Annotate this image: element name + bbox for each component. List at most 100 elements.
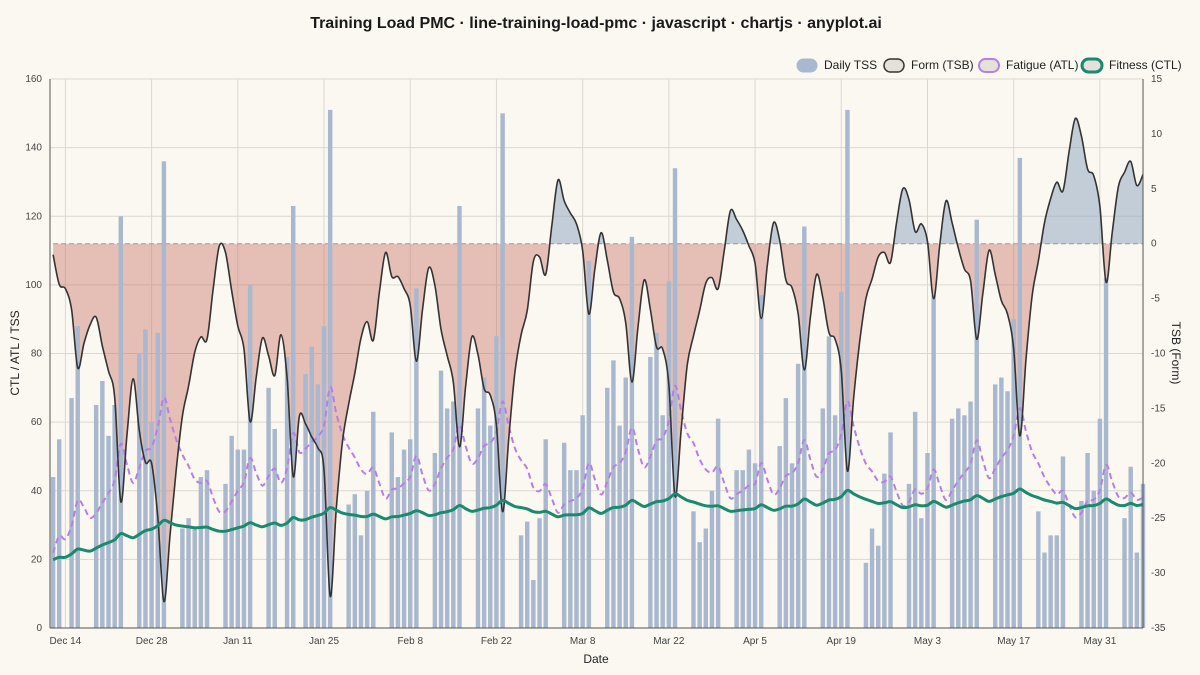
tss-bar bbox=[715, 418, 721, 628]
x-tick-label: Jan 25 bbox=[309, 636, 339, 647]
legend-swatch bbox=[1080, 57, 1104, 74]
tss-bar bbox=[408, 439, 413, 628]
x-tick-label: May 31 bbox=[1083, 636, 1116, 647]
tss-bar bbox=[869, 528, 875, 628]
legend-swatch bbox=[978, 58, 1000, 73]
tss-bar bbox=[149, 422, 154, 628]
y-right-tick-label: -35 bbox=[1151, 623, 1166, 634]
tss-bar bbox=[1079, 501, 1084, 628]
tss-bar bbox=[451, 401, 456, 628]
tsb-positive-area bbox=[220, 118, 1143, 244]
tss-bar bbox=[284, 356, 290, 628]
tss-bar bbox=[371, 411, 376, 628]
tss-bar bbox=[198, 477, 204, 628]
tss-bar bbox=[1011, 319, 1016, 628]
tss-bar bbox=[389, 432, 394, 628]
tss-bar bbox=[568, 470, 573, 628]
tss-bar bbox=[956, 408, 961, 628]
legend-swatch bbox=[883, 58, 905, 73]
x-tick-label: Apr 5 bbox=[743, 636, 767, 647]
y-right-tick-label: 15 bbox=[1151, 74, 1163, 85]
tss-bar bbox=[1122, 518, 1127, 628]
tss-bar bbox=[1128, 466, 1133, 628]
ctl-line bbox=[52, 487, 1144, 562]
x-tick-label: Mar 22 bbox=[653, 636, 685, 647]
legend-item: Form (TSB) bbox=[883, 58, 974, 73]
tss-bar bbox=[617, 425, 622, 628]
tss-bar bbox=[118, 216, 124, 628]
tss-bar bbox=[223, 483, 228, 628]
atl-line bbox=[52, 384, 1144, 554]
y-axis-left-label: CTL / ATL / TSS bbox=[8, 310, 22, 395]
series-lines bbox=[52, 117, 1144, 603]
tss-bar bbox=[629, 236, 635, 628]
tss-bar bbox=[161, 161, 167, 628]
tss-bar bbox=[1134, 552, 1140, 628]
y-left-tick-label: 0 bbox=[36, 623, 42, 634]
x-axis-label: Date bbox=[583, 652, 609, 666]
tss-bar bbox=[1103, 278, 1109, 628]
tss-bar bbox=[740, 470, 745, 628]
x-tick-label: May 3 bbox=[914, 636, 942, 647]
tss-bar bbox=[580, 415, 585, 628]
y-left-tick-label: 120 bbox=[25, 211, 42, 222]
tss-bar bbox=[1097, 418, 1103, 628]
tss-bar bbox=[247, 284, 253, 628]
x-tick-label: Dec 28 bbox=[136, 636, 168, 647]
tss-bar bbox=[826, 336, 832, 628]
legend-item: Daily TSS bbox=[796, 58, 877, 73]
tss-bar bbox=[186, 518, 191, 628]
tss-bar bbox=[839, 291, 844, 628]
tss-bar bbox=[623, 377, 628, 628]
tss-bar bbox=[192, 528, 197, 628]
tss-bar bbox=[100, 380, 105, 628]
y-left-tick-label: 100 bbox=[25, 280, 42, 291]
tss-bar bbox=[155, 332, 160, 628]
tss-bar bbox=[660, 415, 665, 628]
tss-bar bbox=[1085, 453, 1090, 628]
y-right-tick-label: -15 bbox=[1151, 403, 1166, 414]
tss-bar bbox=[672, 168, 678, 628]
y-left-tick-label: 20 bbox=[31, 554, 43, 565]
tss-bar bbox=[1036, 511, 1041, 628]
tss-bar bbox=[648, 356, 653, 628]
chart-title: Training Load PMC · line-training-load-p… bbox=[310, 15, 882, 32]
tss-bar bbox=[235, 449, 241, 628]
x-tick-label: Feb 8 bbox=[397, 636, 423, 647]
tss-bar bbox=[888, 432, 893, 628]
tss-bar bbox=[820, 408, 826, 628]
tss-bar bbox=[414, 288, 419, 628]
tss-bar bbox=[666, 281, 672, 628]
y-left-tick-label: 80 bbox=[31, 349, 43, 360]
tss-bar bbox=[925, 453, 930, 628]
tss-bar bbox=[543, 439, 548, 628]
y-right-tick-label: -25 bbox=[1151, 513, 1166, 524]
tss-bar bbox=[272, 428, 277, 628]
tss-bar bbox=[703, 528, 709, 628]
legend: Daily TSS Form (TSB) Fatigue (ATL) Fitness … bbox=[796, 57, 1182, 74]
tss-bar bbox=[395, 477, 401, 628]
tss-bar bbox=[931, 295, 936, 628]
tss-bar bbox=[494, 336, 499, 628]
tss-bar bbox=[93, 404, 99, 628]
tss-bar bbox=[906, 483, 912, 628]
tss-bar bbox=[57, 439, 62, 628]
tss-bar bbox=[69, 398, 74, 628]
tss-bar bbox=[438, 370, 444, 628]
x-tick-label: Feb 22 bbox=[481, 636, 513, 647]
tss-bar bbox=[783, 398, 789, 628]
tss-bar bbox=[1005, 391, 1010, 628]
tss-bar bbox=[475, 408, 481, 628]
tss-bar bbox=[500, 113, 505, 628]
tss-bar bbox=[137, 353, 142, 628]
tss-bar bbox=[876, 545, 881, 628]
tss-bar bbox=[143, 329, 148, 628]
legend-item: Fitness (CTL) bbox=[1080, 57, 1182, 74]
tss-bar bbox=[992, 384, 998, 628]
legend-item: Fatigue (ATL) bbox=[978, 58, 1078, 73]
tss-bar bbox=[795, 363, 801, 628]
tss-bar bbox=[968, 401, 973, 628]
tss-bar bbox=[180, 528, 185, 628]
tss-bar bbox=[112, 404, 117, 628]
